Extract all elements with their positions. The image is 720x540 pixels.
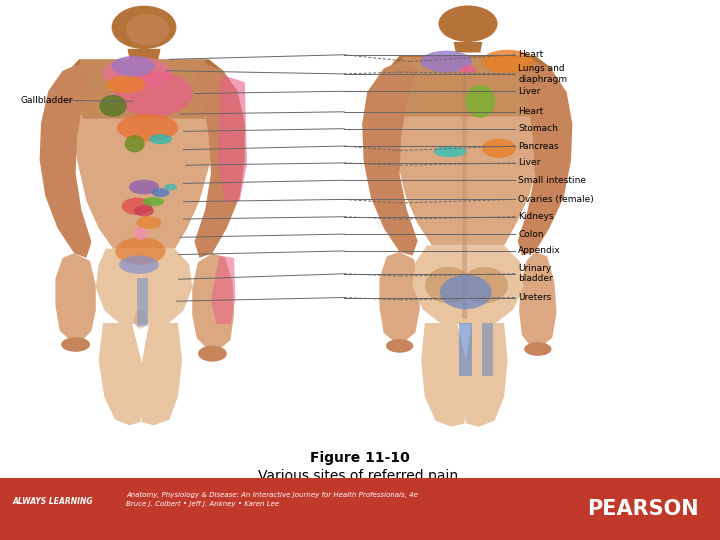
Text: Liver: Liver (518, 87, 541, 96)
Ellipse shape (462, 267, 508, 303)
Polygon shape (137, 278, 148, 326)
Polygon shape (362, 60, 418, 255)
Ellipse shape (61, 337, 90, 352)
Ellipse shape (114, 71, 193, 116)
Text: PEARSON: PEARSON (587, 499, 698, 519)
Ellipse shape (120, 255, 159, 274)
Text: Heart: Heart (518, 50, 544, 59)
Text: Liver: Liver (518, 158, 541, 167)
Polygon shape (421, 323, 468, 427)
Text: Stomach: Stomach (518, 124, 558, 133)
Polygon shape (462, 57, 467, 246)
Polygon shape (459, 323, 472, 376)
Ellipse shape (524, 342, 552, 356)
Polygon shape (70, 60, 218, 249)
Text: Small intestine: Small intestine (518, 176, 586, 185)
Ellipse shape (115, 237, 166, 265)
Ellipse shape (134, 205, 154, 217)
Polygon shape (391, 57, 545, 246)
Text: Anatomy, Physiology & Disease: An Interactive Journey for Health Professionals, : Anatomy, Physiology & Disease: An Intera… (126, 492, 418, 507)
Polygon shape (463, 323, 508, 427)
Polygon shape (211, 255, 235, 324)
Ellipse shape (137, 217, 162, 229)
Ellipse shape (134, 227, 147, 240)
Ellipse shape (420, 51, 472, 72)
Ellipse shape (125, 135, 145, 152)
Text: Lungs and
diaphragm: Lungs and diaphragm (518, 64, 567, 84)
Ellipse shape (460, 65, 476, 73)
Ellipse shape (122, 198, 152, 215)
Text: Ovaries (female): Ovaries (female) (518, 195, 594, 204)
Ellipse shape (99, 95, 127, 117)
Polygon shape (194, 63, 245, 258)
Polygon shape (127, 49, 161, 59)
Polygon shape (96, 249, 192, 324)
Polygon shape (396, 57, 540, 116)
Text: Pancreas: Pancreas (518, 141, 559, 151)
Ellipse shape (164, 184, 177, 191)
Polygon shape (99, 323, 144, 426)
Ellipse shape (112, 6, 176, 49)
Ellipse shape (103, 57, 171, 90)
Polygon shape (519, 252, 557, 346)
Polygon shape (218, 75, 247, 201)
Polygon shape (413, 246, 523, 324)
Text: Colon: Colon (518, 230, 544, 239)
Text: Various sites of referred pain.: Various sites of referred pain. (258, 469, 462, 483)
Polygon shape (462, 246, 467, 320)
Ellipse shape (107, 76, 145, 93)
Ellipse shape (433, 146, 467, 157)
Polygon shape (68, 59, 223, 80)
Polygon shape (482, 323, 493, 376)
Ellipse shape (149, 134, 172, 144)
Polygon shape (40, 63, 91, 258)
FancyBboxPatch shape (0, 478, 720, 540)
Text: Kidneys: Kidneys (518, 212, 554, 221)
Ellipse shape (152, 188, 170, 197)
Ellipse shape (386, 339, 413, 353)
Ellipse shape (425, 267, 472, 303)
Ellipse shape (440, 275, 492, 309)
Text: Gallbladder: Gallbladder (20, 96, 73, 105)
Text: Urinary
bladder: Urinary bladder (518, 264, 553, 284)
Ellipse shape (129, 180, 159, 194)
Ellipse shape (198, 346, 227, 362)
Polygon shape (74, 60, 212, 119)
Text: Appendix: Appendix (518, 246, 561, 255)
Text: Heart: Heart (518, 107, 544, 116)
Text: Ureters: Ureters (518, 293, 552, 302)
Ellipse shape (134, 310, 147, 328)
Polygon shape (139, 323, 182, 426)
Polygon shape (454, 42, 482, 52)
Text: ALWAYS LEARNING: ALWAYS LEARNING (13, 497, 94, 506)
Polygon shape (389, 56, 551, 78)
Ellipse shape (143, 197, 164, 206)
Ellipse shape (112, 56, 155, 77)
Ellipse shape (465, 85, 495, 118)
Ellipse shape (117, 114, 179, 141)
Ellipse shape (482, 139, 516, 158)
Polygon shape (379, 252, 420, 341)
Ellipse shape (438, 5, 498, 42)
Polygon shape (55, 253, 96, 340)
Text: Figure 11-10: Figure 11-10 (310, 451, 410, 465)
Ellipse shape (126, 14, 169, 45)
Ellipse shape (482, 50, 534, 73)
Polygon shape (518, 60, 572, 255)
Polygon shape (192, 253, 234, 349)
